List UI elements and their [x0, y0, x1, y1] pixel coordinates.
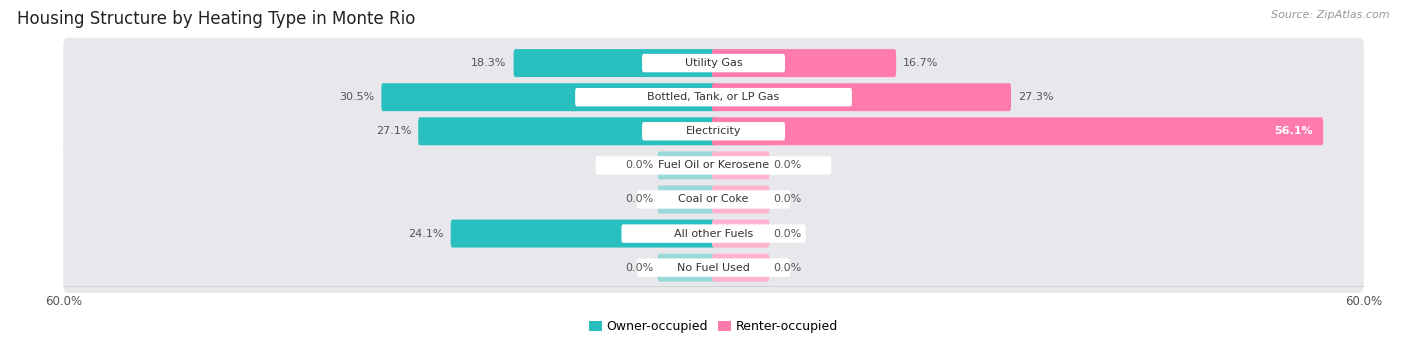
FancyBboxPatch shape	[711, 220, 769, 248]
Text: Coal or Coke: Coal or Coke	[678, 194, 749, 205]
FancyBboxPatch shape	[63, 208, 1364, 259]
FancyBboxPatch shape	[596, 156, 831, 175]
FancyBboxPatch shape	[711, 83, 1011, 111]
Text: 0.0%: 0.0%	[626, 160, 654, 170]
FancyBboxPatch shape	[711, 49, 896, 77]
FancyBboxPatch shape	[711, 254, 769, 282]
FancyBboxPatch shape	[658, 151, 716, 179]
FancyBboxPatch shape	[575, 88, 852, 106]
FancyBboxPatch shape	[643, 54, 785, 72]
Text: 16.7%: 16.7%	[903, 58, 939, 68]
FancyBboxPatch shape	[63, 106, 1364, 157]
Text: 27.3%: 27.3%	[1018, 92, 1053, 102]
Text: 0.0%: 0.0%	[773, 194, 801, 205]
FancyBboxPatch shape	[63, 38, 1364, 88]
FancyBboxPatch shape	[418, 117, 716, 145]
Text: All other Fuels: All other Fuels	[673, 228, 754, 239]
FancyBboxPatch shape	[711, 117, 1323, 145]
FancyBboxPatch shape	[63, 140, 1364, 191]
Text: Fuel Oil or Kerosene: Fuel Oil or Kerosene	[658, 160, 769, 170]
FancyBboxPatch shape	[621, 224, 806, 243]
Text: 0.0%: 0.0%	[773, 160, 801, 170]
Text: 0.0%: 0.0%	[626, 263, 654, 273]
Text: 0.0%: 0.0%	[626, 194, 654, 205]
Text: 0.0%: 0.0%	[773, 263, 801, 273]
FancyBboxPatch shape	[381, 83, 716, 111]
Text: 24.1%: 24.1%	[408, 228, 444, 239]
FancyBboxPatch shape	[63, 72, 1364, 122]
FancyBboxPatch shape	[63, 242, 1364, 293]
Text: 56.1%: 56.1%	[1274, 126, 1313, 136]
Text: 18.3%: 18.3%	[471, 58, 506, 68]
FancyBboxPatch shape	[658, 186, 716, 213]
FancyBboxPatch shape	[658, 254, 716, 282]
Legend: Owner-occupied, Renter-occupied: Owner-occupied, Renter-occupied	[583, 315, 844, 338]
FancyBboxPatch shape	[643, 122, 785, 140]
Text: Utility Gas: Utility Gas	[685, 58, 742, 68]
FancyBboxPatch shape	[711, 186, 769, 213]
FancyBboxPatch shape	[513, 49, 716, 77]
FancyBboxPatch shape	[637, 258, 790, 277]
Text: No Fuel Used: No Fuel Used	[678, 263, 749, 273]
Text: Bottled, Tank, or LP Gas: Bottled, Tank, or LP Gas	[647, 92, 780, 102]
Text: Source: ZipAtlas.com: Source: ZipAtlas.com	[1271, 10, 1389, 20]
FancyBboxPatch shape	[63, 174, 1364, 225]
Text: 0.0%: 0.0%	[773, 228, 801, 239]
Text: 27.1%: 27.1%	[375, 126, 411, 136]
FancyBboxPatch shape	[711, 151, 769, 179]
Text: Electricity: Electricity	[686, 126, 741, 136]
FancyBboxPatch shape	[637, 190, 790, 209]
FancyBboxPatch shape	[451, 220, 716, 248]
Text: Housing Structure by Heating Type in Monte Rio: Housing Structure by Heating Type in Mon…	[17, 10, 415, 28]
Text: 30.5%: 30.5%	[339, 92, 374, 102]
